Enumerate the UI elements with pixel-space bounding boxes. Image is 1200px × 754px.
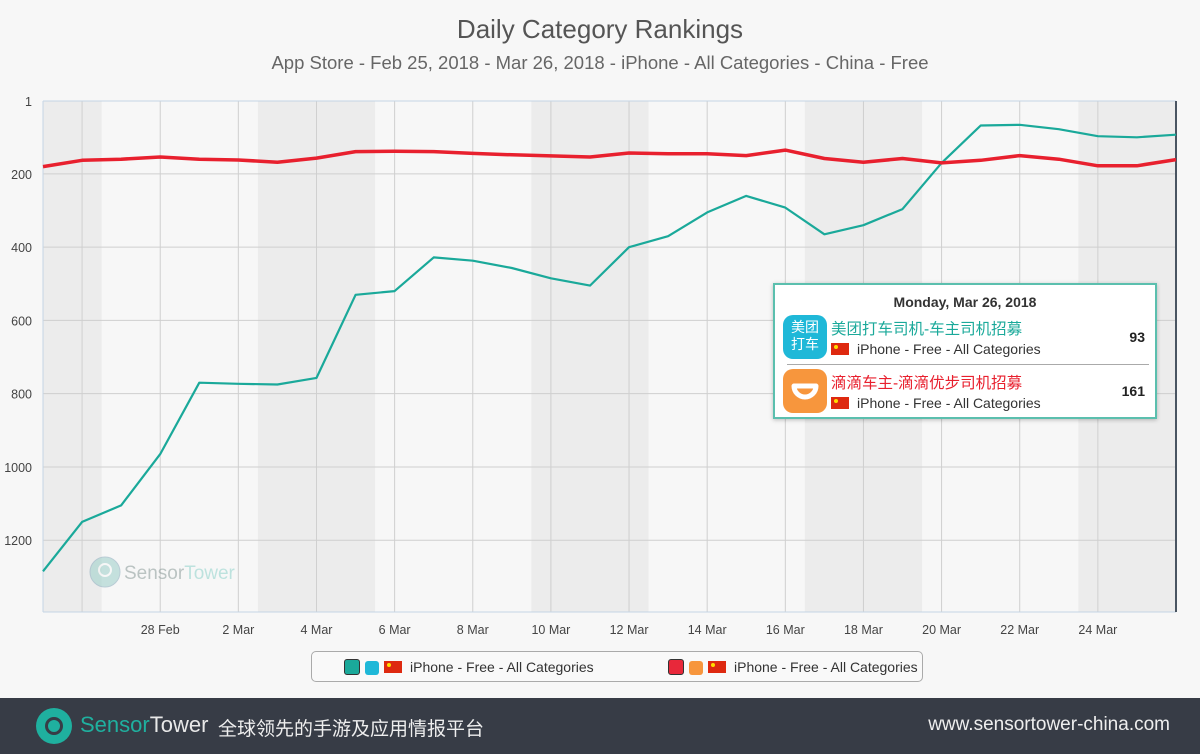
- app-meta: iPhone - Free - All Categories: [831, 341, 1041, 357]
- x-tick-label: 2 Mar: [222, 623, 254, 637]
- app-rank: 93: [1129, 329, 1145, 345]
- x-tick-label: 4 Mar: [301, 623, 333, 637]
- x-tick-label: 8 Mar: [457, 623, 489, 637]
- y-tick-label: 800: [11, 388, 32, 402]
- y-tick-label: 1000: [4, 461, 32, 475]
- app-name: 美团打车司机-车主司机招募: [831, 321, 1023, 338]
- footer-slogan: 全球领先的手游及应用情报平台: [218, 719, 485, 740]
- app-rank: 161: [1121, 383, 1145, 399]
- x-tick-label: 16 Mar: [766, 623, 805, 637]
- legend-item-didi[interactable]: iPhone - Free - All Categories: [668, 659, 918, 677]
- x-tick-label: 6 Mar: [379, 623, 411, 637]
- teal-swatch-icon: [344, 659, 360, 675]
- x-tick-label: 18 Mar: [844, 623, 883, 637]
- y-tick-label: 1: [25, 95, 32, 109]
- app-meta: iPhone - Free - All Categories: [831, 395, 1041, 411]
- divider: [787, 364, 1149, 365]
- sensortower-logo-icon: [36, 708, 72, 744]
- sensortower-watermark: SensorTower: [89, 556, 236, 588]
- tooltip-row-meituan: 美团 打车 美团打车司机-车主司机招募 iPhone - Free - All C…: [783, 315, 1149, 365]
- tooltip-row-didi: 滴滴车主-滴滴优步司机招募 iPhone - Free - All Catego…: [783, 369, 1149, 419]
- y-tick-label: 600: [11, 314, 32, 328]
- china-flag-icon: [708, 661, 726, 673]
- series-line-didi[interactable]: [42, 148, 1177, 169]
- footer-brand: SensorTower: [80, 712, 209, 737]
- x-tick-label: 20 Mar: [922, 623, 961, 637]
- meituan-app-icon: [365, 661, 379, 675]
- x-tick-label: 24 Mar: [1078, 623, 1117, 637]
- china-flag-icon: [831, 343, 849, 355]
- x-tick-label: 14 Mar: [688, 623, 727, 637]
- tooltip-date: Monday, Mar 26, 2018: [893, 294, 1037, 310]
- red-swatch-icon: [668, 659, 684, 675]
- y-tick-label: 1200: [4, 534, 32, 548]
- x-tick-label: 22 Mar: [1000, 623, 1039, 637]
- chart-title: Daily Category Rankings: [456, 14, 744, 44]
- weekend-band: [43, 101, 102, 612]
- footer-bar: SensorTower 全球领先的手游及应用情报平台 www.sensortow…: [0, 698, 1200, 754]
- y-tick-label: 400: [11, 241, 32, 255]
- y-tick-label: 200: [11, 168, 32, 182]
- didi-app-icon: [689, 661, 703, 675]
- svg-text:SensorTower: SensorTower: [124, 563, 236, 584]
- meituan-app-icon: 美团 打车: [783, 315, 827, 359]
- chart-subtitle: App Store - Feb 25, 2018 - Mar 26, 2018 …: [271, 52, 929, 73]
- app-name: 滴滴车主-滴滴优步司机招募: [831, 375, 1023, 392]
- weekend-band: [531, 101, 649, 612]
- x-tick-label: 12 Mar: [610, 623, 649, 637]
- series-line-meituan[interactable]: [42, 123, 1177, 572]
- footer-url[interactable]: www.sensortower-china.com: [928, 714, 1170, 735]
- china-flag-icon: [831, 397, 849, 409]
- didi-app-icon: [783, 369, 827, 413]
- legend-item-meituan[interactable]: iPhone - Free - All Categories: [344, 659, 594, 677]
- x-tick-label: 28 Feb: [141, 623, 180, 637]
- legend: iPhone - Free - All Categories iPhone - …: [311, 651, 923, 682]
- china-flag-icon: [384, 661, 402, 673]
- tooltip: Monday, Mar 26, 2018 美团 打车 美团打车司机-车主司机招募 …: [773, 283, 1157, 419]
- x-tick-label: 10 Mar: [531, 623, 570, 637]
